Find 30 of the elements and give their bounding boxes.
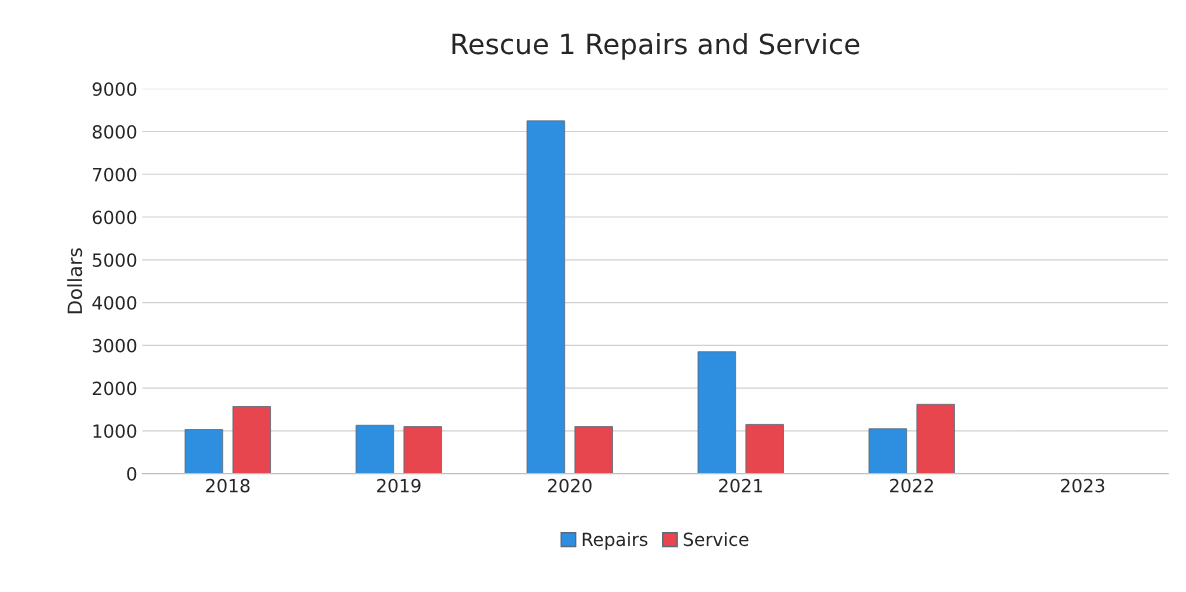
bar bbox=[868, 428, 908, 474]
y-tick-label: 5000 bbox=[92, 253, 137, 267]
y-tick-label: 1000 bbox=[93, 424, 137, 438]
x-tick-label: 2023 bbox=[1061, 478, 1105, 493]
y-tick-label: 9000 bbox=[92, 82, 137, 96]
bar bbox=[697, 351, 737, 474]
y-tick-label: 6000 bbox=[92, 210, 137, 225]
x-tick-label: 2020 bbox=[548, 478, 592, 493]
y-tick-label: 4000 bbox=[92, 296, 137, 310]
bar bbox=[403, 426, 442, 474]
x-tick-label: 2019 bbox=[377, 478, 421, 493]
y-tick-label: 7000 bbox=[92, 167, 137, 182]
bar bbox=[745, 424, 784, 474]
x-tick-label: 2022 bbox=[890, 478, 933, 493]
bar bbox=[355, 424, 395, 474]
y-tick-label: 3000 bbox=[92, 338, 137, 353]
bar bbox=[184, 429, 224, 474]
legend-label: Service bbox=[683, 532, 749, 547]
chart-title: Rescue 1 Repairs and Service bbox=[452, 32, 860, 60]
y-tick-label: 0 bbox=[127, 467, 137, 481]
y-axis-title: Dollars bbox=[67, 248, 83, 314]
x-tick-label: 2018 bbox=[206, 478, 250, 493]
bar bbox=[526, 120, 566, 474]
y-tick-label: 8000 bbox=[92, 125, 137, 139]
bar bbox=[232, 406, 271, 474]
legend-label: Repairs bbox=[582, 532, 648, 550]
y-tick-label: 2000 bbox=[92, 381, 137, 396]
bar bbox=[574, 426, 613, 474]
x-tick-label: 2021 bbox=[719, 478, 763, 493]
bar bbox=[916, 403, 955, 474]
